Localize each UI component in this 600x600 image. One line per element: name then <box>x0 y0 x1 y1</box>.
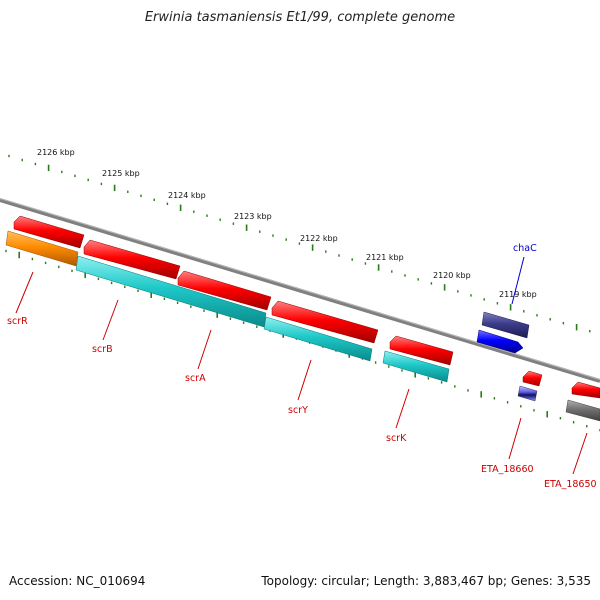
kbp-label-2123: 2123 kbp <box>234 212 272 221</box>
accession-text: Accession: NC_010694 <box>9 574 146 588</box>
genome-backbone-highlight <box>0 198 600 380</box>
kbp-label-2122: 2122 kbp <box>300 234 338 243</box>
feature-orange-scrR[interactable] <box>5 230 79 267</box>
feature-navy-chaC[interactable] <box>481 311 530 339</box>
kbp-label-2120: 2120 kbp <box>433 271 471 280</box>
scrA-pointer <box>197 329 212 370</box>
cds-scrR[interactable] <box>13 215 85 249</box>
gene-label-ETA_18650[interactable]: ETA_18650 <box>544 479 597 490</box>
genome-backbone <box>0 198 600 383</box>
gene-label-chaC[interactable]: chaC <box>513 243 537 254</box>
scrR-pointer <box>15 271 34 314</box>
genome-summary-text: Topology: circular; Length: 3,883,467 bp… <box>261 574 591 588</box>
feature-gray-ETA_18650[interactable] <box>565 399 600 422</box>
cds-scrY[interactable] <box>271 300 379 344</box>
feature-cyan-scrY[interactable] <box>263 316 373 362</box>
gene-label-scrB[interactable]: scrB <box>92 344 113 355</box>
gene-label-scrR[interactable]: scrR <box>7 316 28 327</box>
scrK-pointer <box>395 388 410 429</box>
upper-scale-ticks <box>8 154 591 333</box>
cds-scrB[interactable] <box>83 239 181 280</box>
gene-label-scrA[interactable]: scrA <box>185 373 206 384</box>
kbp-label-2125: 2125 kbp <box>102 169 140 178</box>
feature-cyan-scrB-scrA[interactable] <box>75 255 267 328</box>
scrY-pointer <box>297 359 312 401</box>
kbp-label-2121: 2121 kbp <box>366 253 404 262</box>
cds-scrA[interactable] <box>177 270 272 311</box>
cds-scrK[interactable] <box>389 335 454 366</box>
gene-label-scrK[interactable]: scrK <box>386 433 407 444</box>
kbp-label-2119: 2119 kbp <box>499 290 537 299</box>
ETA_18660-pointer <box>508 417 522 460</box>
scrB-pointer <box>102 299 119 341</box>
gene-label-ETA_18660[interactable]: ETA_18660 <box>481 464 534 475</box>
chaC-pointer <box>511 256 525 305</box>
map-title: Erwinia tasmaniensis Et1/99, complete ge… <box>144 10 456 25</box>
kbp-label-2124: 2124 kbp <box>168 191 206 200</box>
cds-chaC[interactable] <box>476 329 524 354</box>
feature-mixed-ETA_18660[interactable] <box>517 385 538 402</box>
gene-label-scrY[interactable]: scrY <box>288 405 308 416</box>
cds-ETA_18650[interactable] <box>571 381 600 399</box>
feature-cyan-scrK[interactable] <box>382 350 450 383</box>
cds-ETA_18660[interactable] <box>522 370 543 387</box>
kbp-label-2126: 2126 kbp <box>37 148 75 157</box>
ETA_18650-pointer <box>572 432 588 475</box>
